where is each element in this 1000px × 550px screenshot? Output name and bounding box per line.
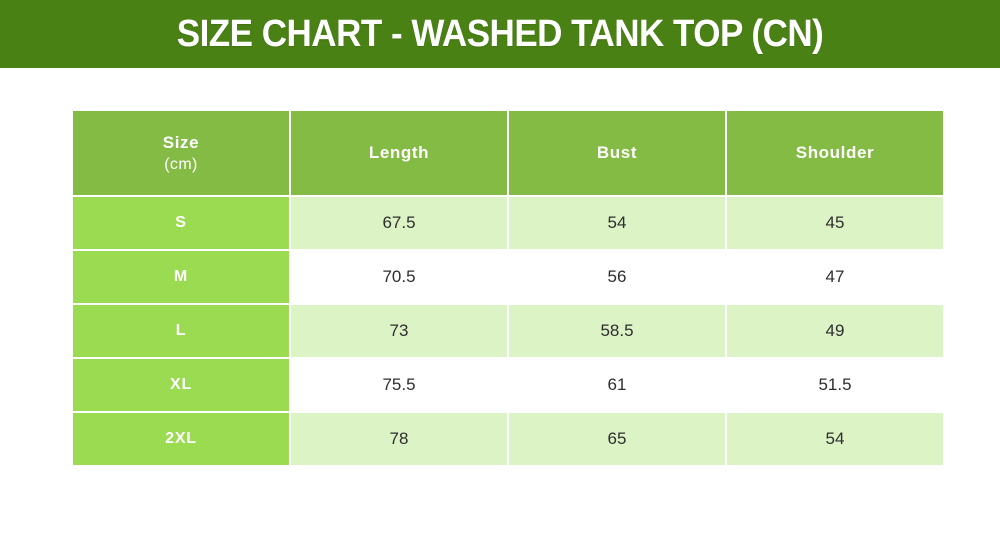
length-cell: 75.5 [291,359,507,411]
header-row: Size (cm) Length Bust Shoulder [73,111,943,195]
bust-cell: 58.5 [509,305,725,357]
header-size: Size (cm) [73,111,289,195]
page-title: SIZE CHART - WASHED TANK TOP (CN) [176,12,824,55]
length-cell: 70.5 [291,251,507,303]
size-cell: XL [73,359,289,411]
shoulder-cell: 45 [727,197,943,249]
size-cell: 2XL [73,413,289,465]
header-bust: Bust [509,111,725,195]
size-cell: S [73,197,289,249]
table-row: M 70.5 56 47 [73,251,943,303]
bust-cell: 61 [509,359,725,411]
length-cell: 73 [291,305,507,357]
table-row: 2XL 78 65 54 [73,413,943,465]
header-shoulder: Shoulder [727,111,943,195]
shoulder-cell: 49 [727,305,943,357]
title-banner: SIZE CHART - WASHED TANK TOP (CN) [0,0,1000,68]
table-body: S 67.5 54 45 M 70.5 56 47 L 73 58.5 49 X… [73,197,943,465]
length-cell: 67.5 [291,197,507,249]
shoulder-cell: 54 [727,413,943,465]
bust-cell: 56 [509,251,725,303]
header-length: Length [291,111,507,195]
table-row: S 67.5 54 45 [73,197,943,249]
table-header: Size (cm) Length Bust Shoulder [73,111,943,195]
shoulder-cell: 47 [727,251,943,303]
header-size-label: Size [162,132,200,152]
size-cell: M [73,251,289,303]
bust-cell: 65 [509,413,725,465]
header-size-unit: (cm) [164,155,198,173]
shoulder-cell: 51.5 [727,359,943,411]
table-row: L 73 58.5 49 [73,305,943,357]
bust-cell: 54 [509,197,725,249]
table-row: XL 75.5 61 51.5 [73,359,943,411]
length-cell: 78 [291,413,507,465]
size-cell: L [73,305,289,357]
size-chart-table: Size (cm) Length Bust Shoulder S 67.5 54… [71,109,945,467]
